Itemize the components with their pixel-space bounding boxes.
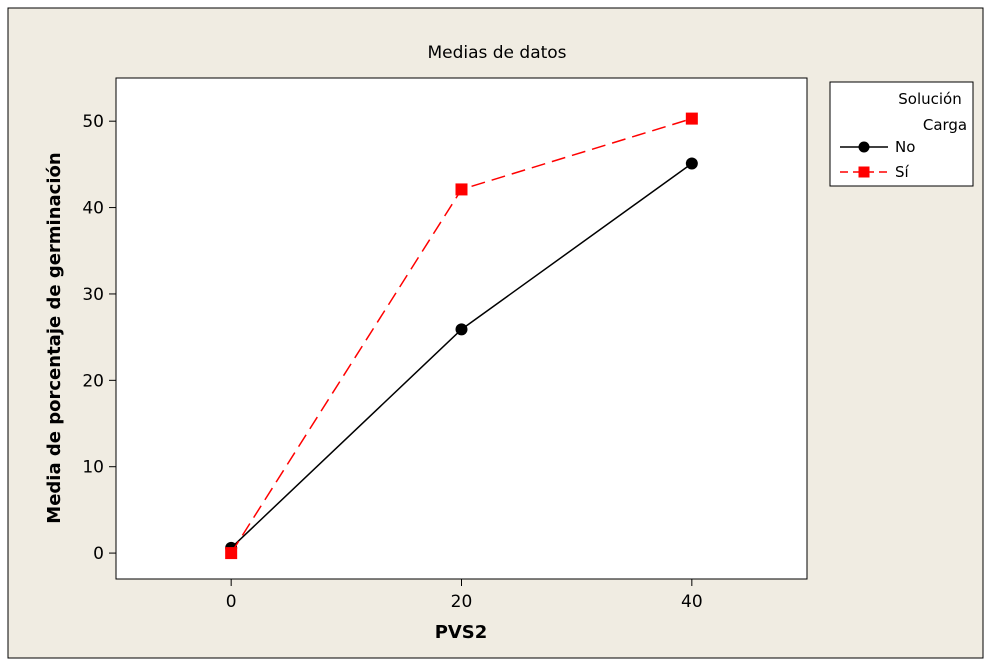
x-tick-label: 0	[226, 592, 237, 612]
legend-title-line2: Carga	[923, 116, 967, 134]
data-point	[455, 323, 468, 336]
x-axis-label: PVS2	[435, 622, 488, 643]
y-tick-label: 30	[82, 285, 104, 305]
y-tick-label: 0	[93, 544, 104, 564]
y-tick-label: 50	[82, 112, 104, 132]
legend-title-line1: Solución	[898, 90, 961, 108]
y-tick-label: 10	[82, 458, 104, 478]
x-tick-label: 40	[681, 592, 703, 612]
x-tick-label: 20	[451, 592, 473, 612]
legend-label: Sí	[895, 163, 910, 181]
legend-marker	[858, 166, 870, 178]
data-point	[455, 183, 468, 196]
legend-entries: No Sí	[840, 138, 915, 181]
y-tick-label: 40	[82, 199, 104, 219]
y-tick-label: 20	[82, 371, 104, 391]
x-axis-ticks: 0 20 40	[226, 579, 703, 612]
series-layer	[225, 112, 698, 560]
data-point	[225, 547, 238, 560]
y-axis-ticks: 0 10 20 30 40 50	[82, 112, 116, 564]
legend-box	[829, 81, 974, 187]
data-point	[685, 157, 698, 170]
data-point	[685, 112, 698, 125]
legend-marker	[858, 141, 870, 153]
legend: Solución Carga No Sí	[829, 81, 974, 187]
chart-title: Medias de datos	[427, 43, 566, 63]
legend-label: No	[895, 138, 915, 156]
y-axis-label: Media de porcentaje de germinación	[44, 152, 65, 523]
